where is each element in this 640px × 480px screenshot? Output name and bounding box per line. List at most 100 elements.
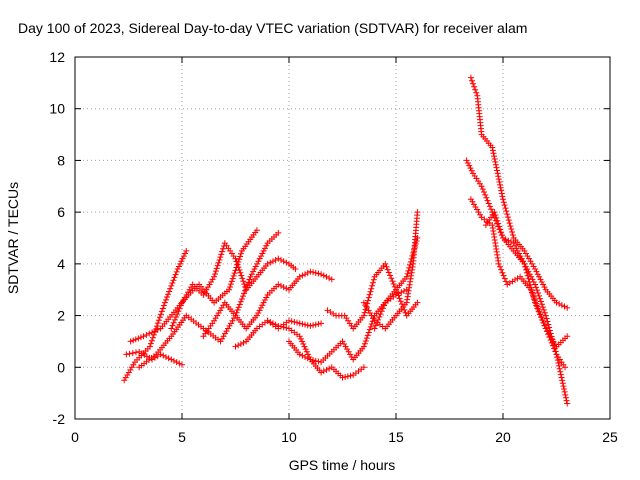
- data-point: [564, 333, 571, 340]
- series-track-e: [168, 240, 299, 332]
- data-point: [307, 356, 314, 363]
- data-point: [232, 343, 239, 350]
- data-point-fill: [472, 86, 479, 93]
- data-point-fill: [551, 345, 558, 352]
- data-point-fill: [272, 256, 279, 263]
- data-point-fill: [525, 275, 532, 282]
- data-point-fill: [533, 284, 540, 291]
- data-point: [467, 74, 474, 81]
- data-point-fill: [169, 280, 176, 287]
- data-point-fill: [527, 284, 534, 291]
- data-point-fill: [310, 322, 317, 329]
- data-point-fill: [148, 337, 155, 344]
- data-point-fill: [149, 334, 156, 341]
- data-point-fill: [373, 319, 380, 326]
- data-point-fill: [492, 161, 499, 168]
- data-point-fill: [153, 323, 160, 330]
- data-point: [510, 240, 517, 247]
- data-point-fill: [211, 270, 218, 277]
- data-point-fill: [261, 297, 268, 304]
- data-point: [360, 312, 367, 319]
- data-point-fill: [541, 284, 548, 291]
- data-point: [318, 271, 325, 278]
- data-point-fill: [540, 319, 547, 326]
- series-track-c: [127, 227, 260, 345]
- data-point-fill: [315, 358, 322, 365]
- data-point-fill: [496, 223, 503, 230]
- data-point-fill: [503, 278, 510, 285]
- data-point: [371, 325, 378, 332]
- data-point-fill: [367, 323, 374, 330]
- data-point-fill: [538, 301, 545, 308]
- data-point-fill: [230, 272, 237, 279]
- data-point: [414, 299, 421, 306]
- data-point-fill: [219, 335, 226, 342]
- data-point-fill: [413, 237, 420, 244]
- data-point-fill: [129, 350, 136, 357]
- data-point-fill: [508, 226, 515, 233]
- data-point-fill: [288, 318, 295, 325]
- data-point-fill: [310, 269, 317, 276]
- data-point: [542, 325, 549, 332]
- data-point-fill: [174, 311, 181, 318]
- data-point-fill: [171, 316, 178, 323]
- data-point-fill: [493, 164, 500, 171]
- data-point-fill: [468, 77, 475, 84]
- data-point-fill: [165, 355, 172, 362]
- data-point-fill: [162, 296, 169, 303]
- data-point-fill: [562, 391, 569, 398]
- data-point-fill: [226, 322, 233, 329]
- data-point-fill: [320, 272, 327, 279]
- data-point-fill: [541, 322, 548, 329]
- data-point-fill: [250, 268, 257, 275]
- data-point-fill: [383, 263, 390, 270]
- data-point-fill: [158, 308, 165, 315]
- data-point-fill: [498, 190, 505, 197]
- data-point-fill: [504, 211, 511, 218]
- data-point-fill: [562, 394, 569, 401]
- data-point-fill: [137, 334, 144, 341]
- data-point-fill: [172, 271, 179, 278]
- data-point-fill: [485, 200, 492, 207]
- data-point-fill: [406, 261, 413, 268]
- data-point-fill: [173, 268, 180, 275]
- data-point: [489, 144, 496, 151]
- data-point: [275, 255, 282, 262]
- data-point-fill: [159, 305, 166, 312]
- data-point-fill: [561, 388, 568, 395]
- data-point-fill: [297, 335, 304, 342]
- data-point-fill: [239, 275, 246, 282]
- x-tick-label: 10: [281, 429, 297, 445]
- data-point-fill: [500, 199, 507, 206]
- data-point-fill: [544, 318, 551, 325]
- data-point-fill: [256, 307, 263, 314]
- data-point-fill: [389, 278, 396, 285]
- data-point-fill: [368, 321, 375, 328]
- data-point-fill: [179, 255, 186, 262]
- data-point-fill: [177, 260, 184, 267]
- data-point: [168, 356, 175, 363]
- data-point-fill: [220, 245, 227, 252]
- data-point-fill: [538, 314, 545, 321]
- data-point-fill: [534, 305, 541, 312]
- data-point-fill: [233, 309, 240, 316]
- data-point-fill: [368, 285, 375, 292]
- data-point-fill: [299, 338, 306, 345]
- data-point-fill: [363, 335, 370, 342]
- data-point-fill: [246, 276, 253, 283]
- y-tick-label: 8: [57, 152, 65, 168]
- y-tick-label: 12: [49, 49, 65, 65]
- data-point-fill: [500, 272, 507, 279]
- data-point-fill: [464, 160, 471, 167]
- data-point: [296, 351, 303, 358]
- data-point-fill: [398, 301, 405, 308]
- data-point-fill: [559, 377, 566, 384]
- data-point-fill: [492, 212, 499, 219]
- x-tick-label: 5: [178, 429, 186, 445]
- data-point-fill: [267, 319, 274, 326]
- data-point: [127, 338, 134, 345]
- data-point-fill: [546, 327, 553, 334]
- y-axis-label: SDTVAR / TECUs: [5, 182, 21, 294]
- data-point-fill: [561, 386, 568, 393]
- data-point-fill: [491, 155, 498, 162]
